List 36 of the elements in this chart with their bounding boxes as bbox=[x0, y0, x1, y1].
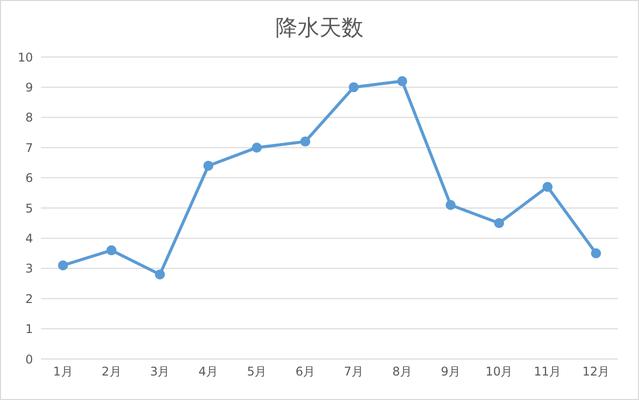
point bbox=[494, 218, 504, 228]
y-tick-label: 9 bbox=[25, 80, 33, 94]
point bbox=[154, 269, 165, 280]
x-tick-label: 7月 bbox=[344, 364, 364, 379]
y-tick-label: 0 bbox=[25, 352, 33, 366]
x-tick-label: 12月 bbox=[582, 364, 610, 379]
y-tick-label: 1 bbox=[25, 322, 33, 336]
x-tick-label: 10月 bbox=[485, 364, 513, 379]
y-tick-label: 10 bbox=[18, 50, 33, 64]
y-tick-label: 4 bbox=[25, 231, 33, 246]
x-tick-label: 11月 bbox=[534, 364, 562, 379]
x-tick-label: 8月 bbox=[392, 364, 412, 379]
point bbox=[106, 245, 116, 256]
x-tick-label: 4月 bbox=[198, 364, 218, 379]
point bbox=[542, 182, 553, 192]
x-tick-label: 2月 bbox=[102, 364, 122, 379]
x-tick-label: 1月 bbox=[53, 364, 73, 379]
y-tick-label: 7 bbox=[25, 140, 33, 155]
point bbox=[446, 200, 456, 210]
x-tick-label: 9月 bbox=[440, 364, 460, 379]
point bbox=[348, 82, 359, 92]
point bbox=[203, 160, 214, 171]
y-tick-label: 6 bbox=[25, 171, 33, 186]
x-tick-label: 6月 bbox=[295, 364, 316, 379]
y-tick-label: 2 bbox=[25, 292, 33, 306]
point bbox=[397, 76, 408, 86]
chart-title: 降水天数 bbox=[274, 15, 364, 43]
y-tick-label: 5 bbox=[25, 201, 33, 216]
point bbox=[300, 136, 310, 147]
point bbox=[58, 260, 68, 270]
point bbox=[252, 142, 262, 153]
point bbox=[591, 248, 601, 258]
x-tick-label: 3月 bbox=[150, 364, 170, 379]
y-tick-label: 3 bbox=[25, 262, 33, 276]
y-tick-label: 8 bbox=[25, 110, 33, 125]
x-tick-label: 5月 bbox=[247, 364, 267, 379]
